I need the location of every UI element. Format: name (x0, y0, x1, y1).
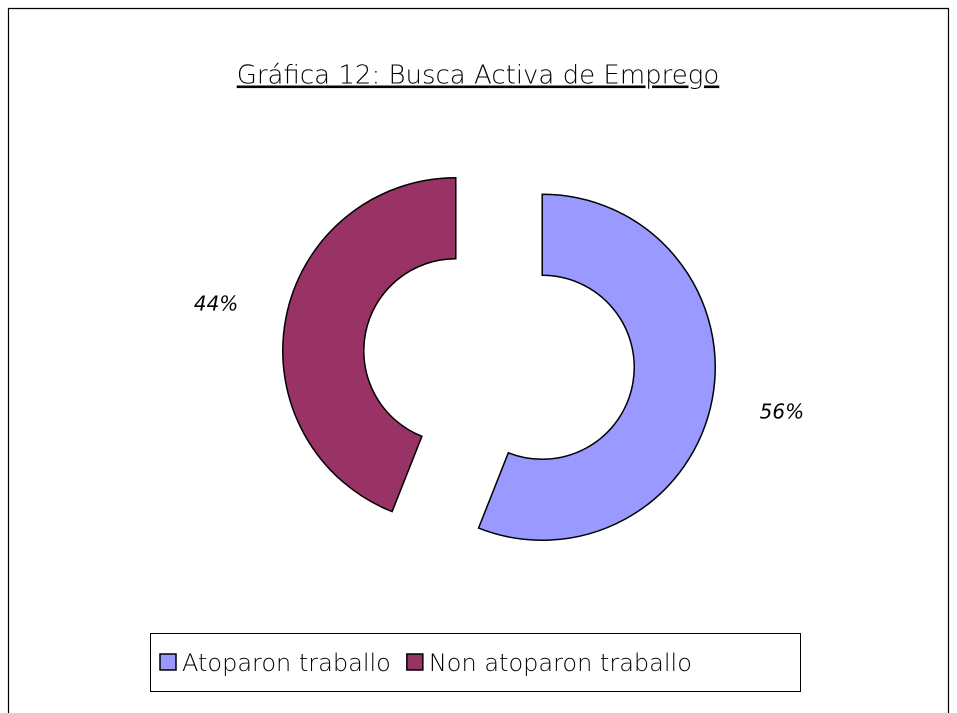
legend-label: Non atoparon traballo (429, 649, 692, 677)
legend-swatch (159, 653, 177, 671)
slice (282, 177, 457, 513)
data-label: 44% (194, 292, 238, 316)
data-label: 56% (760, 399, 804, 423)
legend: Atoparon traballo Non atoparon traballo (159, 649, 692, 677)
chart-frame (7, 7, 950, 713)
slice (477, 193, 716, 541)
legend-label: Atoparon traballo (182, 649, 391, 677)
legend-box (150, 633, 801, 692)
legend-swatch (406, 653, 424, 671)
chart-title: Gráfica 12: Busca Activa de Emprego (237, 61, 720, 91)
